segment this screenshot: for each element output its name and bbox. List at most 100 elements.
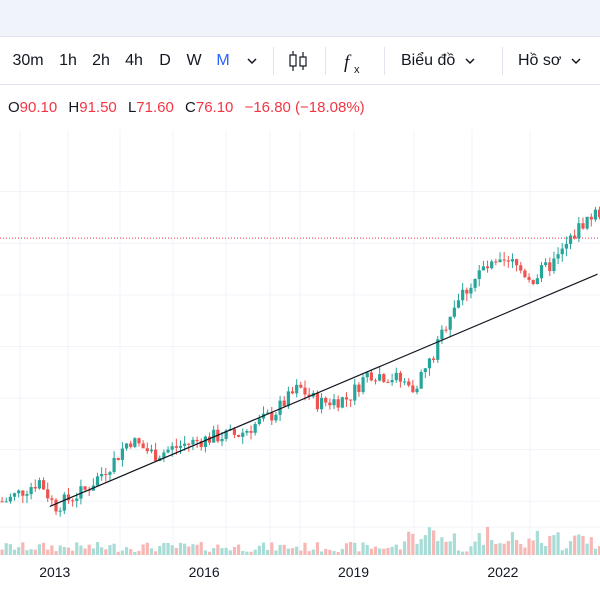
volume-bar: [236, 544, 241, 555]
volume-bar: [116, 551, 120, 555]
candle-body: [79, 486, 83, 499]
volume-bar: [58, 545, 62, 555]
candle-body: [481, 266, 486, 271]
interval-30m[interactable]: 30m: [12, 52, 44, 69]
candle-body: [112, 457, 116, 473]
volume-bar: [535, 530, 539, 555]
low-key: L: [127, 99, 137, 116]
volume-bar: [506, 541, 510, 555]
close-value: 76.10: [195, 99, 234, 116]
candle-body: [382, 374, 386, 382]
volume-bar: [232, 546, 237, 555]
volume-bar: [419, 539, 423, 555]
volume-bar: [448, 541, 452, 555]
volume-bar: [328, 549, 332, 555]
volume-bar: [411, 533, 415, 555]
candle-body: [519, 265, 523, 271]
interval-4h[interactable]: 4h: [125, 52, 143, 69]
volume-bar: [527, 538, 531, 555]
volume-bar: [315, 542, 320, 555]
candle-body: [71, 500, 75, 502]
volume-bar: [4, 543, 8, 555]
candle-body: [303, 387, 307, 395]
candle-body: [141, 443, 145, 449]
candle-body: [577, 223, 581, 239]
volume-bar: [174, 547, 178, 555]
candle-body: [456, 300, 461, 308]
candle-body: [473, 278, 477, 288]
price-chart[interactable]: [0, 130, 600, 558]
volume-bar: [585, 543, 589, 555]
svg-text:f: f: [344, 52, 352, 73]
volume-bar: [440, 537, 444, 555]
volume-bar: [407, 531, 411, 555]
candle-body: [307, 394, 311, 397]
volume-bar: [502, 543, 506, 555]
candle-body: [274, 414, 278, 421]
candle-body: [83, 486, 87, 490]
volume-bar: [369, 548, 373, 555]
volume-bar: [564, 548, 568, 555]
candle-body: [423, 368, 427, 373]
volume-bar: [432, 530, 436, 555]
candle-body: [203, 436, 207, 448]
candle-body: [436, 339, 440, 360]
chevron-down-icon: [247, 58, 257, 65]
volume-bar: [108, 545, 112, 555]
candle-body: [75, 498, 79, 501]
volume-bar: [365, 544, 369, 555]
interval-1h[interactable]: 1h: [59, 52, 77, 69]
interval-m[interactable]: M: [216, 52, 230, 69]
x-tick-label: 2016: [188, 564, 220, 580]
volume-bar: [332, 551, 336, 555]
volume-bar: [278, 544, 282, 555]
candle-body: [589, 216, 593, 220]
candle-body: [133, 438, 137, 447]
x-tick-label: 2013: [39, 564, 71, 580]
interval-d[interactable]: D: [159, 52, 171, 69]
candle-body: [295, 384, 299, 394]
candle-body: [166, 449, 170, 453]
volume-bar: [87, 544, 91, 555]
candle-body: [332, 399, 336, 406]
candle-body: [390, 380, 394, 383]
volume-bar: [531, 540, 535, 555]
candle-body: [560, 248, 564, 255]
candle-body: [581, 223, 585, 229]
candle-body: [4, 501, 8, 503]
volume-bar: [166, 543, 170, 555]
volume-bar: [452, 533, 456, 555]
volume-bar: [8, 544, 12, 555]
candle-body: [33, 487, 37, 489]
candle-body: [195, 439, 199, 442]
candle-body: [514, 259, 519, 266]
volume-bar: [162, 542, 166, 555]
volume-bar: [62, 547, 66, 555]
volume-bar: [207, 551, 212, 555]
candle-body: [394, 372, 398, 381]
profile-dropdown[interactable]: Hồ sơ: [518, 49, 598, 73]
intervals-dropdown[interactable]: [242, 49, 262, 73]
volume-bar: [577, 534, 581, 555]
interval-2h[interactable]: 2h: [92, 52, 110, 69]
candle-body: [220, 438, 224, 442]
chart-style-button[interactable]: [285, 49, 311, 73]
profile-label: Hồ sơ: [518, 52, 562, 70]
candle-body: [531, 279, 535, 285]
volume-bar: [261, 542, 266, 555]
candle-body: [257, 418, 261, 425]
toolbar-divider: [502, 47, 503, 75]
volume-bar: [46, 549, 50, 555]
volume-bar: [137, 550, 141, 555]
interval-w[interactable]: W: [186, 52, 202, 69]
chart-type-dropdown[interactable]: Biểu đồ: [401, 49, 489, 73]
candle-body: [282, 400, 286, 407]
change-value: −16.80 (−18.08%): [244, 99, 365, 116]
volume-bar: [485, 526, 490, 555]
candle-body: [349, 399, 353, 401]
indicators-button[interactable]: f x: [340, 49, 368, 76]
volume-bar: [220, 548, 224, 555]
close-key: C: [185, 99, 196, 116]
candle-body: [187, 443, 191, 445]
candle-body: [145, 448, 149, 452]
